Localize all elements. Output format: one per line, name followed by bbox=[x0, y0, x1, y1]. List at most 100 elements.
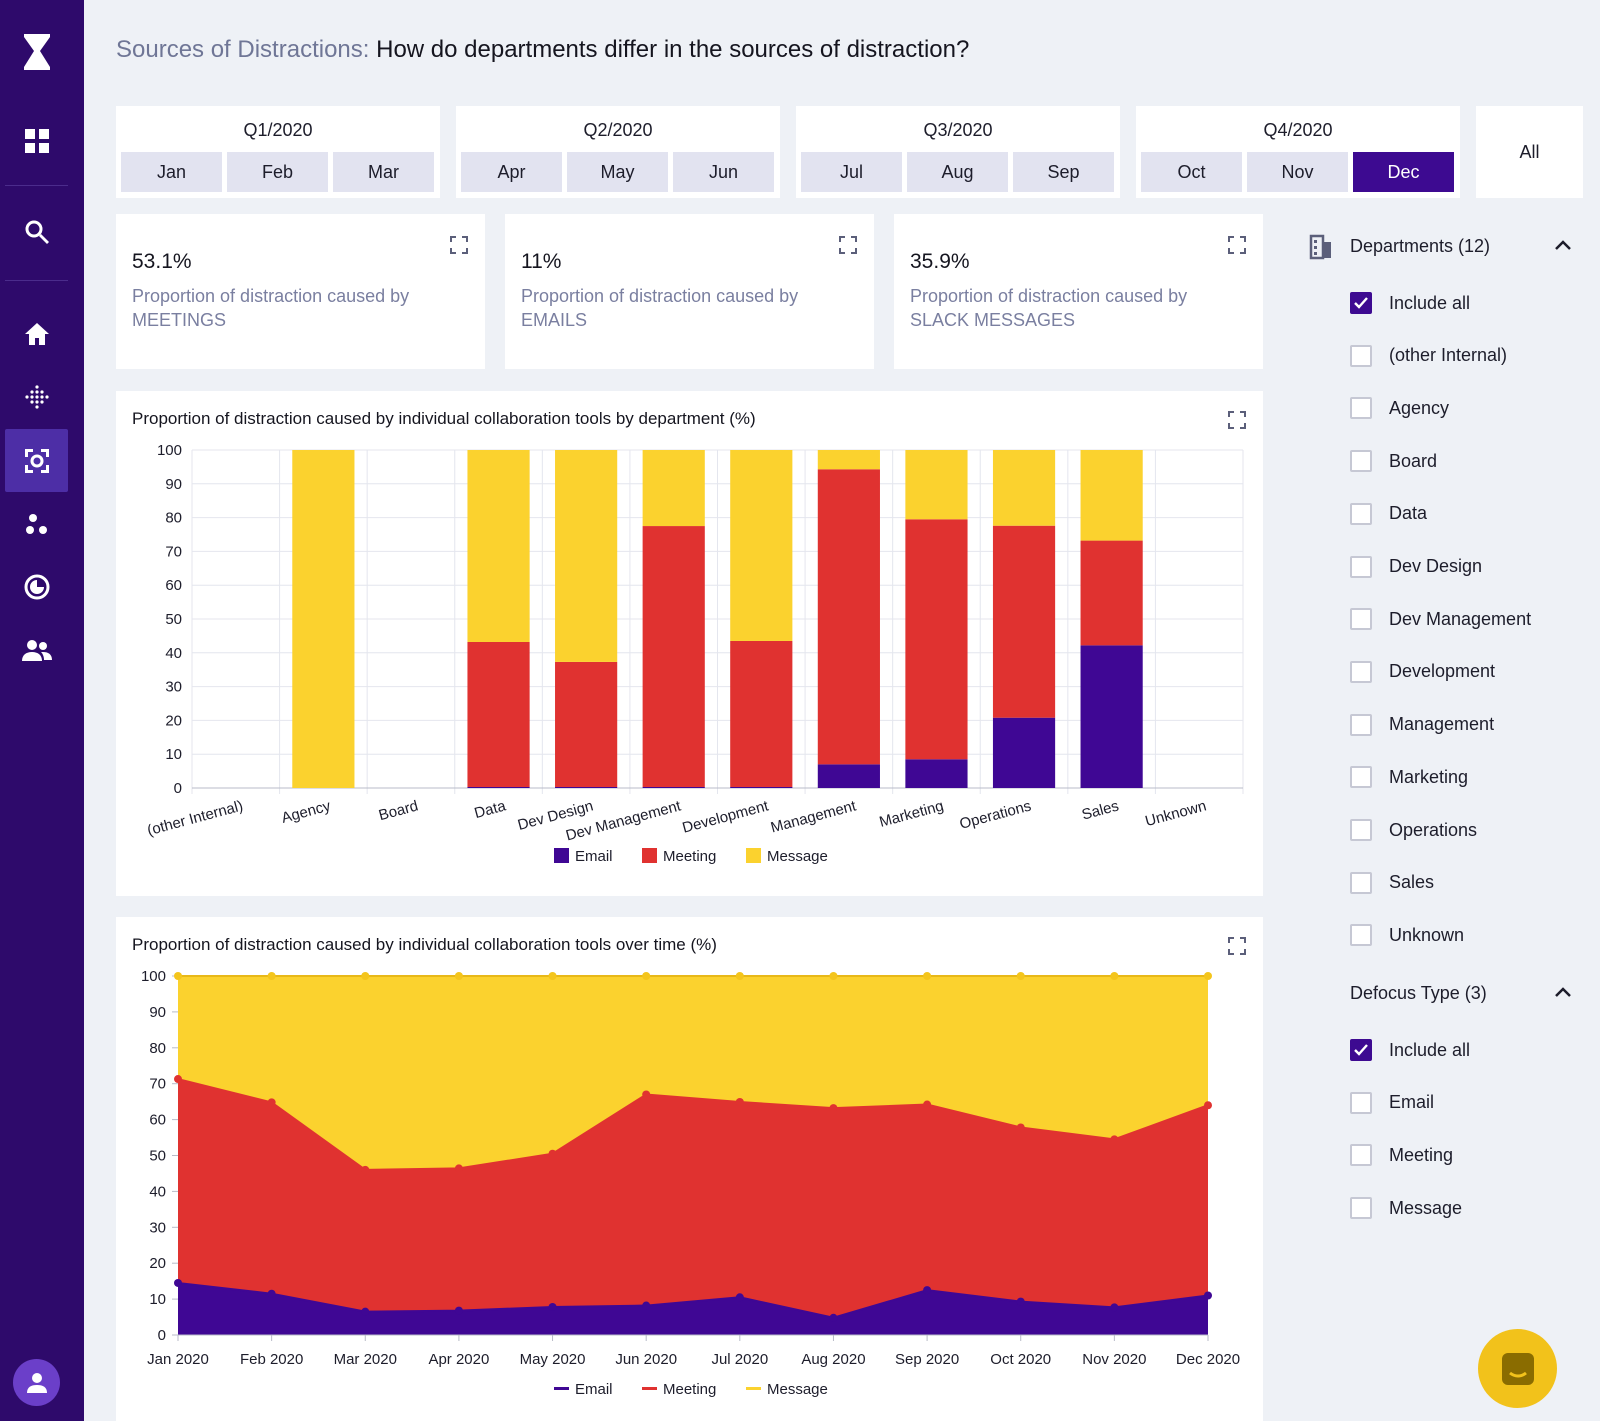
checkbox[interactable] bbox=[1350, 766, 1372, 789]
department-bar-chart-card: Proportion of distraction caused by indi… bbox=[116, 391, 1263, 896]
checkbox[interactable] bbox=[1350, 344, 1372, 367]
month-button[interactable]: Oct bbox=[1141, 152, 1242, 192]
month-button[interactable]: May bbox=[567, 152, 668, 192]
y-tick-label: 60 bbox=[149, 1112, 166, 1129]
x-tick-label: Jun 2020 bbox=[615, 1351, 677, 1368]
filter-option[interactable]: Development bbox=[1350, 658, 1495, 686]
filter-option[interactable]: Unknown bbox=[1350, 921, 1464, 949]
y-tick-label: 70 bbox=[149, 1076, 166, 1093]
focus-scan-icon[interactable] bbox=[5, 429, 68, 492]
chevron-up-icon[interactable] bbox=[1551, 981, 1575, 1005]
checkbox[interactable] bbox=[1350, 292, 1372, 314]
quarter-label: Q2/2020 bbox=[583, 120, 653, 140]
filter-option[interactable]: Email bbox=[1350, 1089, 1434, 1117]
checkbox[interactable] bbox=[1350, 1091, 1372, 1114]
expand-icon[interactable] bbox=[1226, 409, 1248, 431]
filter-option[interactable]: Marketing bbox=[1350, 763, 1468, 791]
month-button[interactable]: Jul bbox=[801, 152, 902, 192]
checkbox[interactable] bbox=[1350, 397, 1372, 420]
legend-swatch bbox=[746, 1387, 761, 1390]
checkbox[interactable] bbox=[1350, 1197, 1372, 1220]
x-tick-label: Feb 2020 bbox=[240, 1351, 303, 1368]
filter-option[interactable]: Dev Management bbox=[1350, 605, 1531, 633]
filter-option-label: Message bbox=[1389, 1197, 1463, 1218]
checkbox[interactable] bbox=[1350, 555, 1372, 578]
month-button[interactable]: Jan bbox=[121, 152, 222, 192]
filter-option[interactable]: Management bbox=[1350, 711, 1494, 739]
team-icon[interactable] bbox=[5, 618, 68, 681]
month-button[interactable]: Dec bbox=[1353, 152, 1454, 192]
filter-option-label: Email bbox=[1389, 1092, 1435, 1113]
x-tick-label: Sales bbox=[1080, 797, 1121, 823]
data-point bbox=[642, 1301, 651, 1310]
y-tick-label: 0 bbox=[158, 1327, 166, 1344]
filter-option[interactable]: Include all bbox=[1350, 289, 1470, 317]
month-button[interactable]: Mar bbox=[333, 152, 434, 192]
checkbox[interactable] bbox=[1350, 924, 1372, 947]
chat-icon bbox=[1501, 1352, 1534, 1385]
month-button[interactable]: Jun bbox=[673, 152, 774, 192]
filter-option[interactable]: Board bbox=[1350, 447, 1437, 475]
filter-option[interactable]: Data bbox=[1350, 500, 1427, 528]
checkbox[interactable] bbox=[1350, 819, 1372, 841]
data-point bbox=[829, 1313, 838, 1322]
checkbox[interactable] bbox=[1350, 871, 1372, 894]
filter-option[interactable]: Message bbox=[1350, 1194, 1462, 1222]
filter-option-label: Dev Management bbox=[1389, 608, 1532, 629]
search-icon[interactable] bbox=[5, 200, 68, 263]
expand-icon[interactable] bbox=[837, 234, 859, 256]
x-tick-label: Marketing bbox=[877, 797, 945, 830]
checkbox[interactable] bbox=[1350, 660, 1372, 683]
expand-icon[interactable] bbox=[1226, 234, 1248, 256]
filter-option[interactable]: Dev Design bbox=[1350, 553, 1482, 581]
dots-grid-icon[interactable] bbox=[5, 365, 68, 428]
quarter-q1: Q1/2020 Jan Feb Mar bbox=[116, 106, 440, 198]
month-button[interactable]: Apr bbox=[461, 152, 562, 192]
data-point bbox=[361, 972, 370, 980]
data-point bbox=[174, 972, 182, 980]
expand-icon[interactable] bbox=[1226, 935, 1248, 957]
filter-option[interactable]: Operations bbox=[1350, 816, 1477, 844]
checkbox[interactable] bbox=[1350, 450, 1372, 473]
checkbox[interactable] bbox=[1350, 1144, 1372, 1167]
logo-hourglass-icon[interactable] bbox=[5, 20, 68, 83]
all-months-button[interactable]: All bbox=[1476, 106, 1583, 198]
filter-option[interactable]: Agency bbox=[1350, 394, 1449, 422]
kpi-value: 11% bbox=[521, 250, 562, 273]
x-tick-label: (other Internal) bbox=[145, 797, 244, 839]
filter-option[interactable]: Include all bbox=[1350, 1036, 1470, 1064]
filter-option[interactable]: (other Internal) bbox=[1350, 342, 1507, 370]
checkbox[interactable] bbox=[1350, 713, 1372, 736]
expand-icon[interactable] bbox=[448, 234, 470, 256]
cluster-icon[interactable] bbox=[5, 492, 68, 555]
data-point bbox=[454, 972, 463, 980]
bar-segment bbox=[1080, 540, 1143, 646]
data-point bbox=[735, 972, 744, 980]
data-point bbox=[361, 1307, 370, 1316]
x-tick-label: Jul 2020 bbox=[711, 1351, 768, 1368]
checkbox[interactable] bbox=[1350, 502, 1372, 525]
month-button[interactable]: Aug bbox=[907, 152, 1008, 192]
month-button[interactable]: Feb bbox=[227, 152, 328, 192]
apps-icon[interactable] bbox=[5, 109, 68, 172]
chat-support-button[interactable] bbox=[1478, 1329, 1557, 1408]
user-avatar[interactable] bbox=[13, 1359, 60, 1406]
month-button[interactable]: Sep bbox=[1013, 152, 1114, 192]
home-icon[interactable] bbox=[5, 302, 68, 365]
clock-moon-icon[interactable] bbox=[5, 555, 68, 618]
y-tick-label: 80 bbox=[149, 1040, 166, 1057]
month-button[interactable]: Nov bbox=[1247, 152, 1348, 192]
kpi-description: Proportion of distraction caused by EMAI… bbox=[521, 286, 799, 330]
chevron-up-icon[interactable] bbox=[1551, 234, 1575, 258]
filter-option-label: (other Internal) bbox=[1389, 345, 1508, 366]
legend-swatch bbox=[554, 1387, 569, 1390]
checkbox[interactable] bbox=[1350, 1039, 1372, 1061]
checkbox[interactable] bbox=[1350, 608, 1372, 631]
y-tick-label: 90 bbox=[149, 1004, 166, 1021]
filter-option[interactable]: Sales bbox=[1350, 869, 1434, 897]
filter-option[interactable]: Meeting bbox=[1350, 1141, 1453, 1169]
kpi-description: Proportion of distraction caused by SLAC… bbox=[910, 286, 1188, 330]
data-point bbox=[267, 1098, 276, 1107]
quarter-q3: Q3/2020 Jul Aug Sep bbox=[796, 106, 1120, 198]
data-point bbox=[548, 1302, 557, 1311]
